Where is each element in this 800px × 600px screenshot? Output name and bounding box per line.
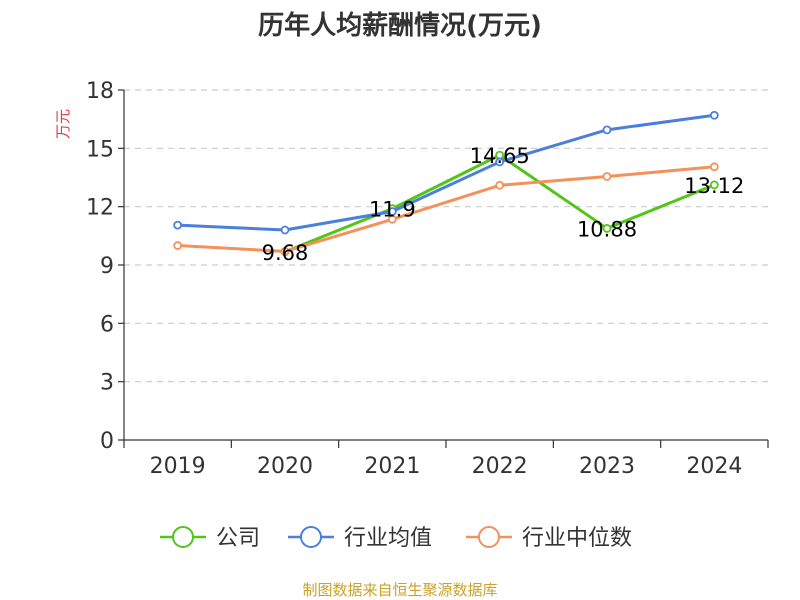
y-tick-label: 0 [100, 429, 114, 454]
x-tick-label: 2020 [257, 454, 313, 479]
series-line [177, 113, 715, 232]
series-line [284, 153, 715, 254]
legend-item-2[interactable]: 行业中位数 [466, 526, 632, 551]
data-point [602, 125, 612, 135]
y-tick-label: 12 [86, 196, 114, 221]
chart-title: 历年人均薪酬情况(万元) [258, 10, 542, 41]
data-point [173, 241, 183, 250]
y-tick-label: 15 [86, 137, 114, 162]
x-tick-label: 2022 [472, 454, 528, 479]
data-label: 13.12 [684, 174, 744, 198]
data-label: 9.68 [262, 241, 309, 265]
x-tick-label: 2023 [579, 454, 635, 479]
series-layer [173, 110, 719, 257]
x-tick-label: 2019 [150, 454, 206, 479]
data-point [280, 225, 290, 235]
y-tick-label: 3 [100, 371, 114, 396]
data-point [495, 157, 505, 167]
y-tick-label: 9 [100, 254, 114, 279]
data-point [387, 214, 397, 224]
legend-label: 行业中位数 [522, 526, 632, 551]
legend-item-1[interactable]: 行业均值 [288, 526, 432, 551]
legend-marker [478, 526, 500, 548]
data-point [709, 180, 719, 190]
y-tick-label: 18 [86, 79, 114, 104]
axes: 0 3 6 9 12 15 18 2019 2020 2021 2022 2023 2024 [86, 79, 769, 479]
x-tick-label: 2021 [364, 454, 420, 479]
data-point [173, 220, 183, 230]
legend[interactable]: 公司 行业均值 行业中位数 [160, 526, 632, 551]
data-labels: 9.68 11.9 14.65 10.88 13.12 [262, 144, 745, 265]
legend-marker [300, 526, 322, 548]
legend-marker [172, 526, 194, 548]
legend-label: 行业均值 [344, 526, 432, 551]
data-point [602, 172, 612, 181]
y-tick-label: 6 [100, 312, 114, 337]
data-point [280, 246, 290, 256]
legend-item-0[interactable]: 公司 [160, 526, 260, 551]
series-line [177, 165, 715, 253]
series-2 [173, 162, 719, 256]
data-label: 14.65 [470, 144, 530, 168]
data-point [602, 224, 612, 233]
y-axis-label: 万元 [54, 109, 72, 139]
data-point [495, 180, 505, 190]
data-label: 11.9 [369, 198, 416, 222]
x-tick-label: 2024 [686, 454, 742, 479]
data-point [709, 110, 719, 120]
grid-lines [124, 89, 768, 383]
data-label: 10.88 [577, 217, 637, 241]
source-note: 制图数据来自恒生聚源数据库 [302, 581, 497, 599]
legend-label: 公司 [216, 526, 260, 551]
data-point [709, 162, 719, 172]
series-1 [173, 110, 719, 235]
